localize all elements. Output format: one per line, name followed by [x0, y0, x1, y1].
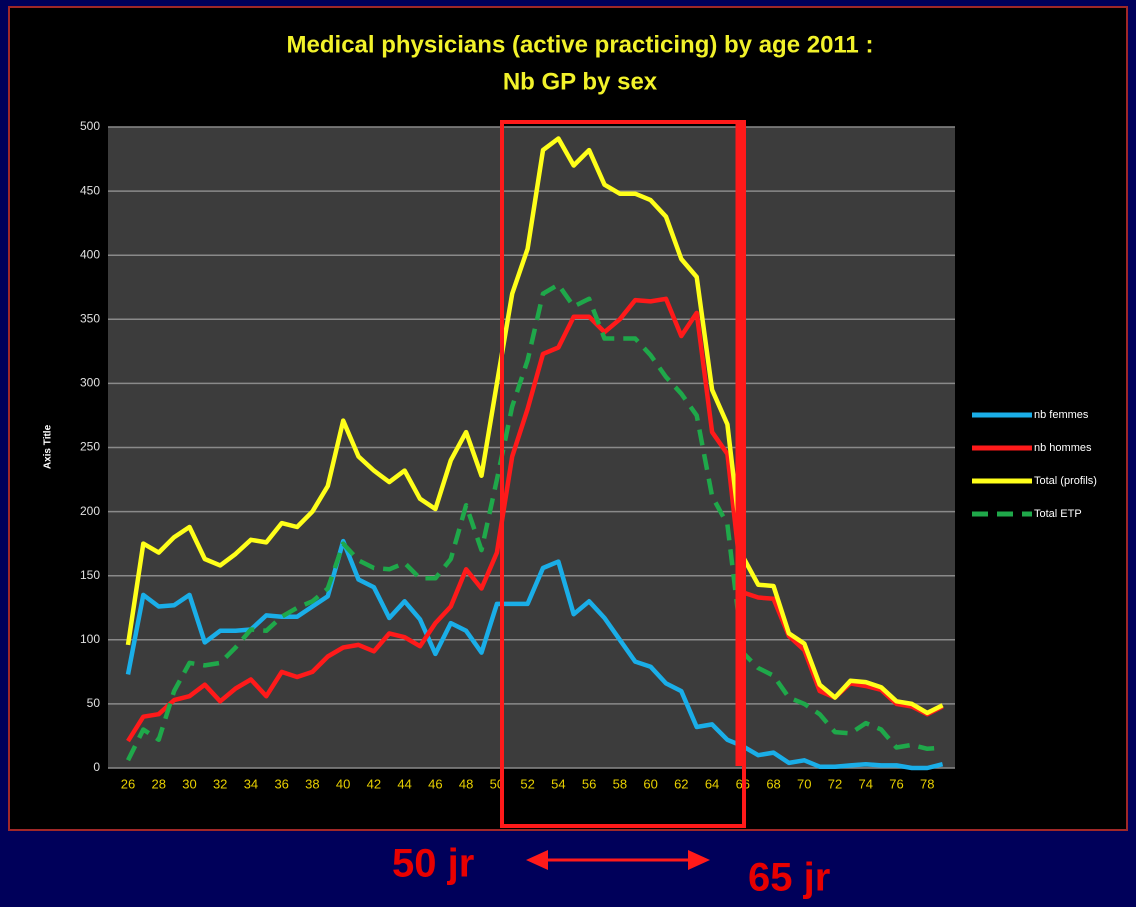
legend-label: Total ETP — [1034, 508, 1082, 520]
y-tick-label: 0 — [93, 760, 100, 774]
arrow — [526, 850, 710, 870]
chart-subtitle: Nb GP by sex — [503, 68, 658, 95]
y-tick-label: 400 — [80, 247, 100, 261]
x-tick-label: 42 — [367, 776, 381, 791]
x-tick-label: 56 — [582, 776, 596, 791]
x-tick-label: 64 — [705, 776, 719, 791]
y-tick-label: 100 — [80, 632, 100, 646]
x-tick-label: 36 — [274, 776, 288, 791]
y-tick-label: 450 — [80, 183, 100, 197]
x-tick-label: 60 — [643, 776, 657, 791]
y-tick-label: 200 — [80, 504, 100, 518]
y-axis-title: Axis Title — [43, 424, 54, 469]
x-tick-label: 52 — [520, 776, 534, 791]
legend-label: nb hommes — [1034, 442, 1092, 454]
legend-label: Total (profils) — [1034, 475, 1097, 487]
x-tick-label: 76 — [889, 776, 903, 791]
x-tick-label: 54 — [551, 776, 565, 791]
x-tick-label: 44 — [397, 776, 411, 791]
annotation: 50 jr — [392, 842, 474, 886]
y-tick-label: 50 — [87, 696, 101, 710]
y-tick-label: 150 — [80, 568, 100, 582]
series-line — [125, 538, 944, 771]
series-line — [125, 136, 944, 716]
legend-label: nb femmes — [1034, 409, 1089, 421]
y-tick-label: 350 — [80, 311, 100, 325]
x-tick-label: 28 — [151, 776, 165, 791]
x-tick-label: 72 — [828, 776, 842, 791]
x-tick-label: 74 — [859, 776, 873, 791]
x-tick-label: 48 — [459, 776, 473, 791]
x-tick-label: 26 — [121, 776, 135, 791]
x-tick-label: 68 — [766, 776, 780, 791]
x-tick-label: 62 — [674, 776, 688, 791]
legend: nb femmes nb hommes Total (profils) Total E… — [972, 409, 1097, 520]
x-tick-label: 30 — [182, 776, 196, 791]
x-tick-label: 38 — [305, 776, 319, 791]
y-tick-label: 500 — [80, 119, 100, 133]
annotation: 65 jr — [748, 856, 830, 900]
y-tick-label: 300 — [80, 376, 100, 390]
x-tick-label: 40 — [336, 776, 350, 791]
x-tick-label: 34 — [244, 776, 258, 791]
x-tick-label: 70 — [797, 776, 811, 791]
grid: 0 50 100 150 200 250 300 350 400 450 500 26 28 30 32 34… — [80, 119, 955, 791]
x-tick-label: 58 — [613, 776, 627, 791]
lines — [125, 136, 944, 771]
y-tick-label: 250 — [80, 440, 100, 454]
highlight-box — [500, 120, 746, 828]
x-tick-label: 78 — [920, 776, 934, 791]
x-tick-label: 46 — [428, 776, 442, 791]
x-tick-label: 32 — [213, 776, 227, 791]
series-line — [126, 296, 944, 743]
series-line — [125, 282, 943, 762]
chart-title: Medical physicians (active practicing) b… — [287, 31, 874, 58]
